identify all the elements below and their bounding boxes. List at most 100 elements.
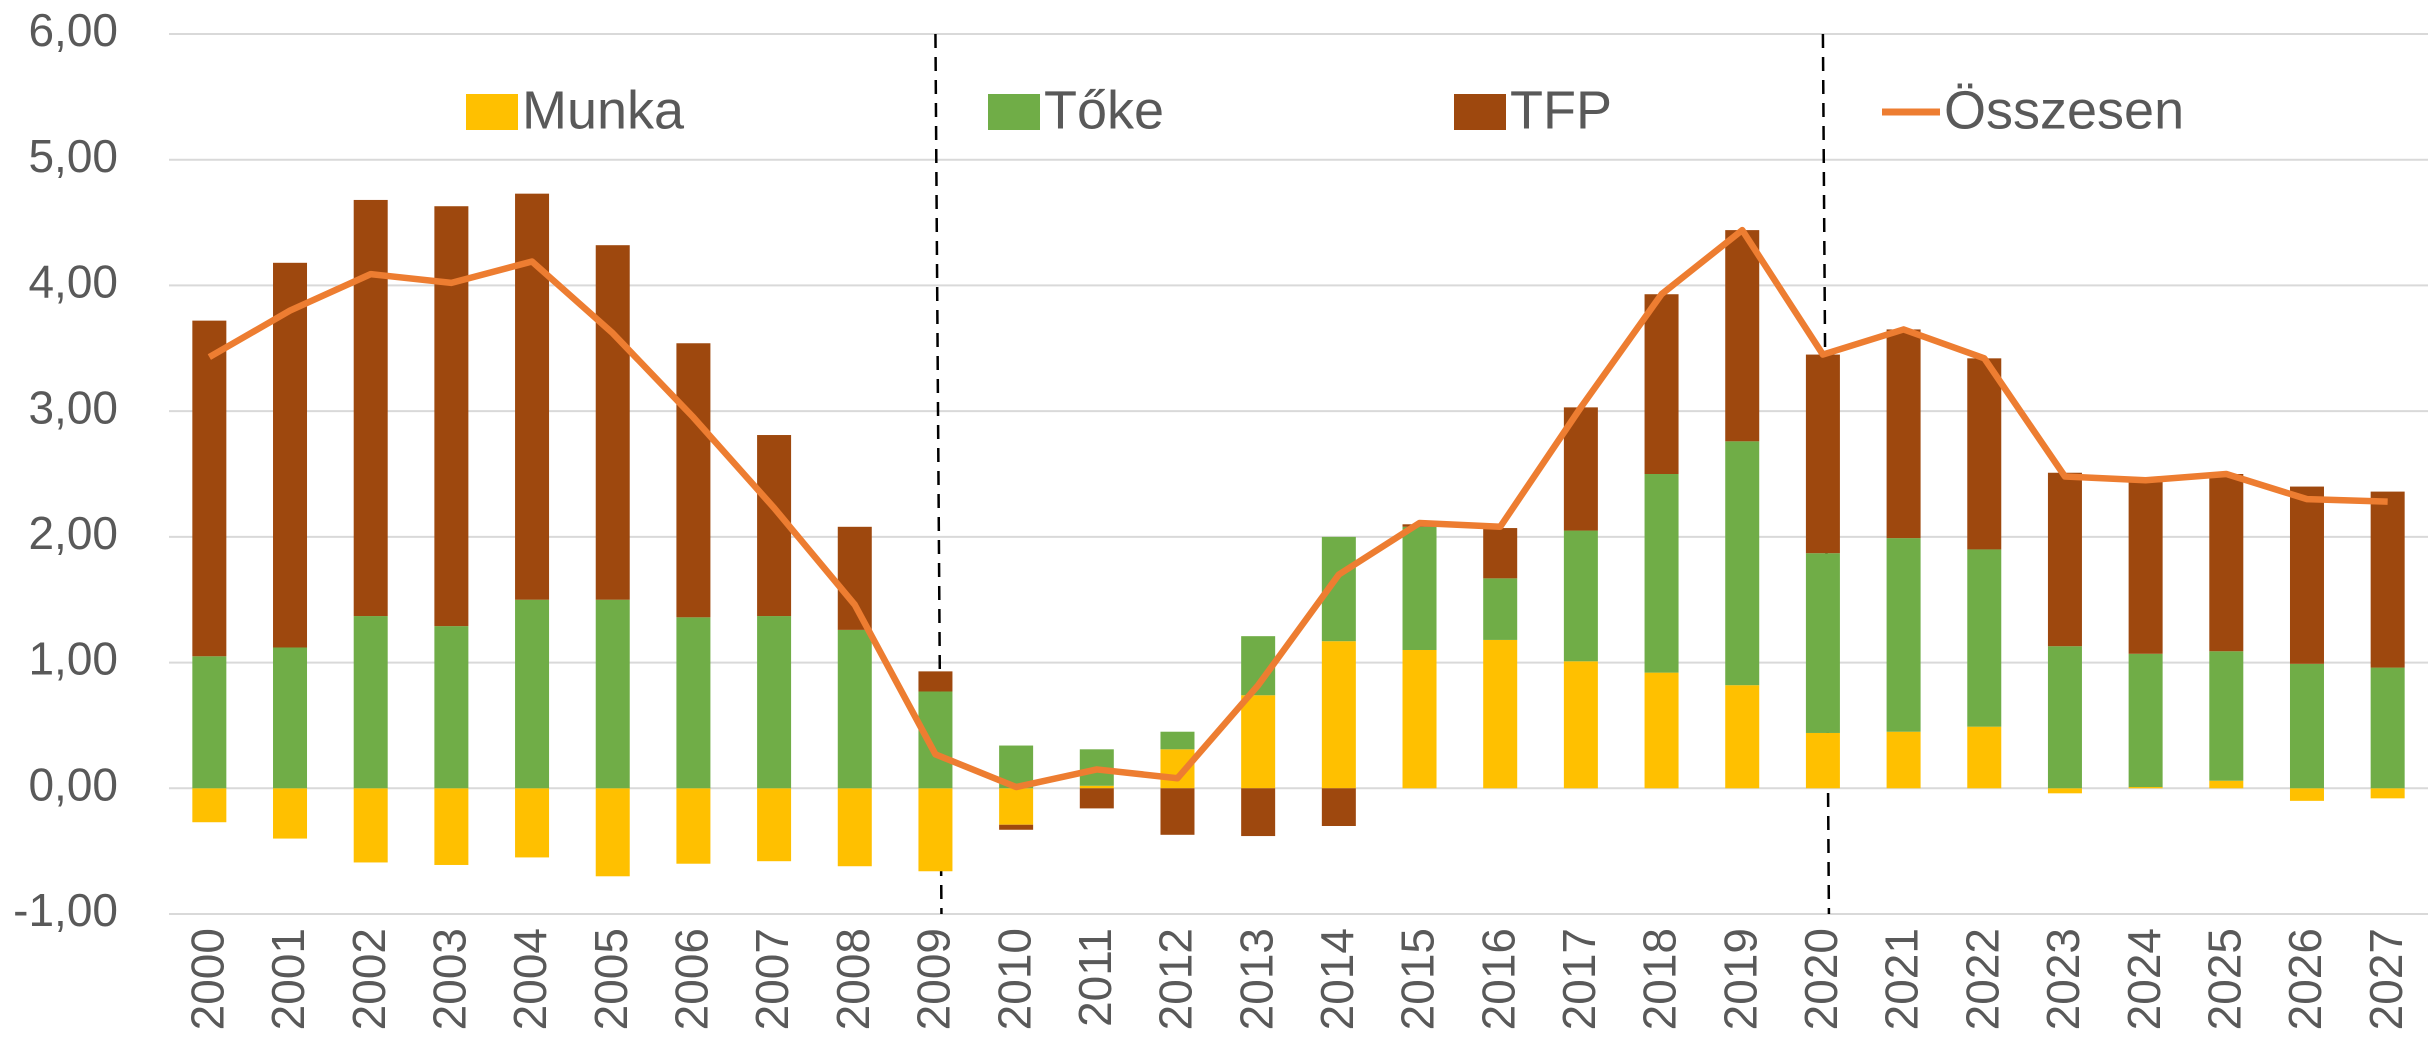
x-tick-label: 2012 <box>1150 928 1202 1030</box>
legend-label: Összesen <box>1944 80 2184 140</box>
bar <box>999 788 1034 825</box>
x-tick-label: 2024 <box>2118 928 2170 1030</box>
x-tick-label: 2000 <box>181 928 233 1030</box>
bar <box>1644 294 1679 474</box>
bar <box>353 199 388 617</box>
x-tick-label: 2004 <box>504 928 556 1030</box>
bar <box>918 788 953 872</box>
bar <box>595 599 630 789</box>
bar <box>1967 358 2002 550</box>
bar <box>1967 726 2002 789</box>
bar <box>1563 661 1598 789</box>
x-tick-label: 2020 <box>1795 928 1847 1030</box>
bar <box>434 788 469 865</box>
bar <box>1886 731 1921 789</box>
y-tick-label: 2,00 <box>28 507 118 559</box>
bar <box>2289 486 2324 664</box>
x-tick-label: 2006 <box>666 928 718 1030</box>
bar <box>595 245 630 600</box>
bar <box>1321 788 1356 826</box>
period-separator <box>934 33 943 915</box>
x-tick-label: 2021 <box>1876 928 1928 1030</box>
bar <box>1483 639 1518 789</box>
x-tick-label: 2008 <box>827 928 879 1030</box>
x-tick-label: 2023 <box>2037 928 2089 1030</box>
bar <box>2209 651 2244 781</box>
bar <box>1079 785 1114 789</box>
bar <box>1805 732 1840 789</box>
bar <box>515 788 550 858</box>
bar <box>837 629 872 789</box>
bar <box>2128 653 2163 788</box>
x-tick-label: 2005 <box>585 928 637 1030</box>
bar <box>1402 650 1437 789</box>
bar <box>2209 780 2244 789</box>
bar <box>515 193 550 600</box>
y-tick-label: 0,00 <box>28 758 118 810</box>
x-tick-label: 2001 <box>262 928 314 1030</box>
bar <box>2047 646 2082 789</box>
legend-label: TFP <box>1510 80 1612 140</box>
bar <box>999 824 1034 830</box>
bar <box>2289 788 2324 801</box>
bar <box>273 788 308 839</box>
x-tick-label: 2013 <box>1230 928 1282 1030</box>
bar <box>918 691 953 789</box>
bar <box>1079 788 1114 809</box>
x-tick-label: 2002 <box>343 928 395 1030</box>
bar <box>1805 553 1840 733</box>
bar <box>192 320 227 657</box>
bar <box>1725 441 1760 686</box>
legend-swatch <box>1454 94 1506 130</box>
x-tick-label: 2026 <box>2279 928 2331 1030</box>
bar <box>1563 530 1598 662</box>
x-tick-label: 2019 <box>1714 928 1766 1030</box>
legend-swatch <box>466 94 518 130</box>
bar <box>1402 526 1437 650</box>
bar <box>2370 491 2405 668</box>
bar <box>1483 578 1518 640</box>
bar <box>1886 538 1921 732</box>
bar <box>1241 788 1276 837</box>
y-tick-label: 6,00 <box>28 4 118 56</box>
x-tick-label: 2018 <box>1634 928 1686 1030</box>
bar <box>1160 788 1195 835</box>
bar <box>595 788 630 877</box>
bar <box>1967 549 2002 727</box>
bar <box>2370 667 2405 789</box>
bar <box>1483 528 1518 579</box>
x-tick-label: 2022 <box>1956 928 2008 1030</box>
bar <box>2128 479 2163 654</box>
bar <box>515 599 550 789</box>
x-tick-label: 2011 <box>1069 928 1121 1027</box>
bar <box>1160 731 1195 750</box>
x-tick-label: 2007 <box>746 928 798 1030</box>
x-tick-label: 2027 <box>2360 928 2412 1030</box>
y-tick-label: 5,00 <box>28 130 118 182</box>
line <box>207 226 2388 791</box>
bar <box>1886 329 1921 539</box>
x-tick-label: 2025 <box>2198 928 2250 1030</box>
y-tick-label: 4,00 <box>28 256 118 308</box>
bar <box>2209 474 2244 652</box>
y-tick-label: -1,00 <box>13 884 118 936</box>
x-tick-label: 2010 <box>988 928 1040 1030</box>
y-tick-label: 3,00 <box>28 381 118 433</box>
bar <box>2047 472 2082 647</box>
bar <box>676 343 711 618</box>
bar <box>353 616 388 789</box>
bar <box>837 526 872 630</box>
y-tick-label: 1,00 <box>28 633 118 685</box>
bar <box>2370 788 2405 799</box>
bar <box>1241 695 1276 789</box>
bar <box>273 262 308 648</box>
bar <box>676 788 711 864</box>
bar <box>837 788 872 867</box>
x-tick-label: 2009 <box>908 928 960 1030</box>
bar <box>273 647 308 789</box>
legend-label: Munka <box>522 80 685 140</box>
x-tick-label: 2015 <box>1392 928 1444 1030</box>
x-tick-label: 2014 <box>1311 928 1363 1030</box>
bar <box>2047 788 2082 794</box>
bar <box>192 656 227 789</box>
